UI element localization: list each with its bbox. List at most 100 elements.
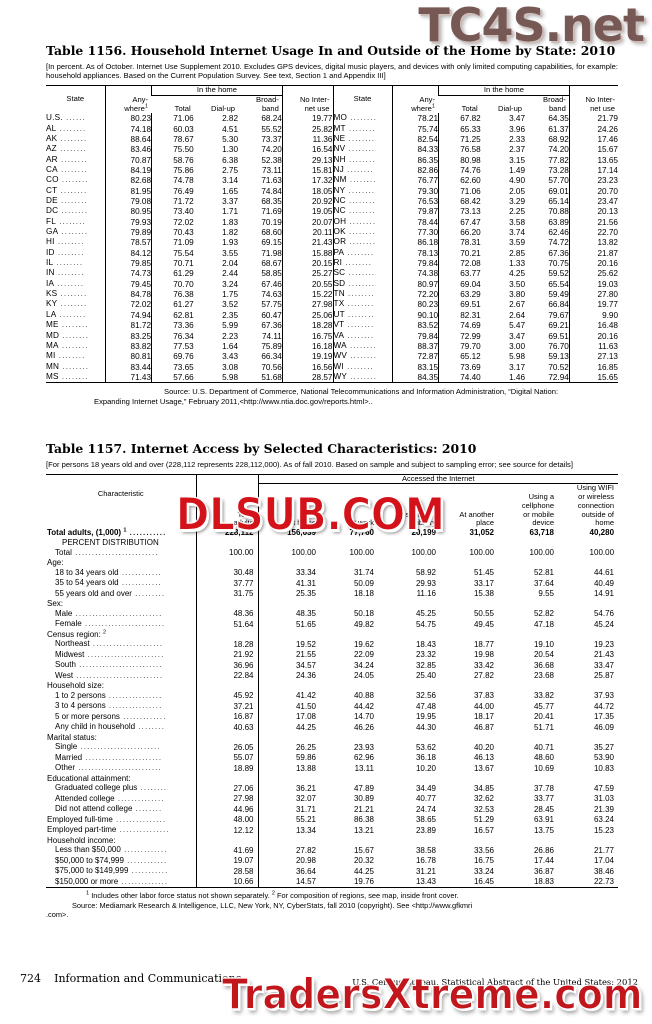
value-cell: 38.58 (415, 845, 436, 855)
row-label: Northeast ..................... (55, 639, 164, 649)
col-cellphone: Using a cellphone or mobile device (521, 492, 554, 528)
value-cell: 72.20 (391, 289, 439, 300)
value-cell: 13.21 (353, 825, 374, 835)
value-cell: 4.25 (509, 269, 526, 279)
col-dialup-left: Dial-up (210, 103, 236, 113)
state-cell: U.S. ...... (46, 113, 87, 123)
value-cell: 73.11 (261, 166, 282, 176)
value-cell: 73.40 (151, 206, 194, 217)
value-cell: 54.75 (415, 619, 436, 629)
row-label: $50,000 to $74,999 ............ (55, 855, 168, 865)
value-cell: 20,199 (411, 528, 436, 538)
state-cell: MD ........ (46, 330, 90, 340)
value-cell: 62.46 (548, 228, 569, 238)
value-cell: 63.29 (438, 289, 481, 300)
value-cell: 77.82 (548, 155, 569, 165)
value-cell: 79.84 (391, 258, 439, 269)
state-cell: DE ........ (46, 196, 88, 206)
value-cell: 45.25 (415, 609, 436, 619)
value-cell: 82.86 (391, 165, 439, 176)
state-cell: AK ........ (46, 133, 88, 143)
value-cell (257, 773, 320, 784)
value-cell: 21.56 (568, 216, 618, 228)
value-cell (498, 774, 558, 784)
value-cell: 80.97 (391, 278, 439, 290)
value-cell: 86.18 (391, 237, 439, 248)
value-cell: 67.82 (438, 113, 481, 124)
value-cell (558, 836, 618, 846)
value-cell: 58.76 (151, 154, 194, 166)
value-cell: 51.68 (261, 372, 282, 382)
value-cell: 15.23 (593, 825, 615, 835)
value-cell: 69.01 (548, 186, 569, 196)
value-cell: 1.46 (509, 372, 526, 382)
value-cell: 2.44 (222, 269, 239, 279)
row-label: PERCENT DISTRIBUTION (62, 538, 159, 548)
state-cell: TN ........ (332, 289, 393, 300)
value-cell: 62.60 (438, 175, 481, 186)
value-cell: 88.37 (391, 340, 439, 352)
table-row: CA ........ 84.19 75.86 2.75 73.11 15.81 NJ ..… (46, 165, 618, 176)
value-cell: 70.43 (151, 227, 194, 238)
value-cell: 33.47 (593, 660, 615, 670)
value-cell: 78.57 (104, 237, 152, 248)
value-cell: 66.20 (438, 227, 481, 238)
value-cell: 15.67 (568, 144, 618, 155)
col-total-left: Total (174, 103, 191, 113)
value-cell: 18.28 (281, 320, 333, 331)
value-cell: 74.20 (261, 145, 282, 155)
value-cell: 26.05 (195, 742, 258, 753)
value-cell: 46.13 (473, 753, 494, 763)
state-cell: OK ........ (332, 227, 393, 238)
value-cell: 40.88 (353, 691, 374, 701)
table-row: Single ........................ 26.05 26.2… (46, 742, 618, 753)
value-cell: 46.09 (593, 722, 615, 732)
value-cell: 6.38 (222, 155, 239, 165)
value-cell: 33.17 (473, 578, 494, 588)
value-cell: 69.51 (548, 331, 569, 341)
value-cell: 51.65 (257, 619, 320, 630)
state-cell: NE ........ (332, 133, 393, 145)
value-cell: 18.43 (415, 639, 436, 649)
row-label: 18 to 34 years old ............ (55, 567, 163, 577)
row-label: Total ......................... (55, 547, 159, 557)
value-cell: 156,039 (257, 527, 320, 539)
value-cell (558, 630, 618, 640)
row-label: Other ......................... (55, 763, 162, 773)
row-label: Employed full-time ............... (47, 814, 167, 824)
value-cell: 75.50 (151, 144, 194, 155)
value-cell (558, 733, 618, 743)
page-number: 724 (20, 972, 41, 985)
value-cell (320, 836, 378, 846)
col-total-adults: Total adults (195, 474, 258, 528)
value-cell: 45.24 (593, 619, 615, 629)
value-cell: 23.68 (533, 671, 554, 681)
value-cell: 74.20 (548, 145, 569, 155)
table-row: U.S. ...... 80.23 71.06 2.82 68.24 19.77 MO ..… (46, 113, 618, 124)
value-cell: 21.39 (593, 804, 615, 814)
value-cell: 79.84 (391, 330, 439, 341)
value-cell: 65.12 (438, 351, 481, 362)
col-in-the-home-left: In the home (151, 85, 283, 96)
value-cell: 74.18 (104, 123, 152, 134)
value-cell: 13.88 (257, 763, 320, 774)
state-cell: SD ........ (332, 278, 393, 290)
value-cell: 73.28 (548, 166, 569, 176)
value-cell: 3.15 (509, 155, 526, 165)
value-cell: 72.94 (548, 372, 569, 382)
value-cell: 74.63 (261, 290, 282, 300)
value-cell: 32.56 (415, 691, 436, 701)
row-label: Female ........................ (55, 619, 166, 629)
value-cell: 74.40 (438, 371, 481, 383)
value-cell: 27.06 (195, 783, 258, 794)
value-cell: 34.24 (353, 660, 374, 670)
value-cell: 72.87 (391, 351, 439, 362)
value-cell (257, 681, 320, 691)
value-cell: 33.56 (473, 845, 494, 855)
value-cell: 71.63 (261, 176, 282, 186)
value-cell: 40.20 (473, 742, 494, 752)
value-cell: 20.16 (568, 258, 618, 269)
value-cell: 1.71 (222, 207, 239, 217)
value-cell: 44.25 (257, 722, 320, 733)
value-cell (558, 558, 618, 568)
